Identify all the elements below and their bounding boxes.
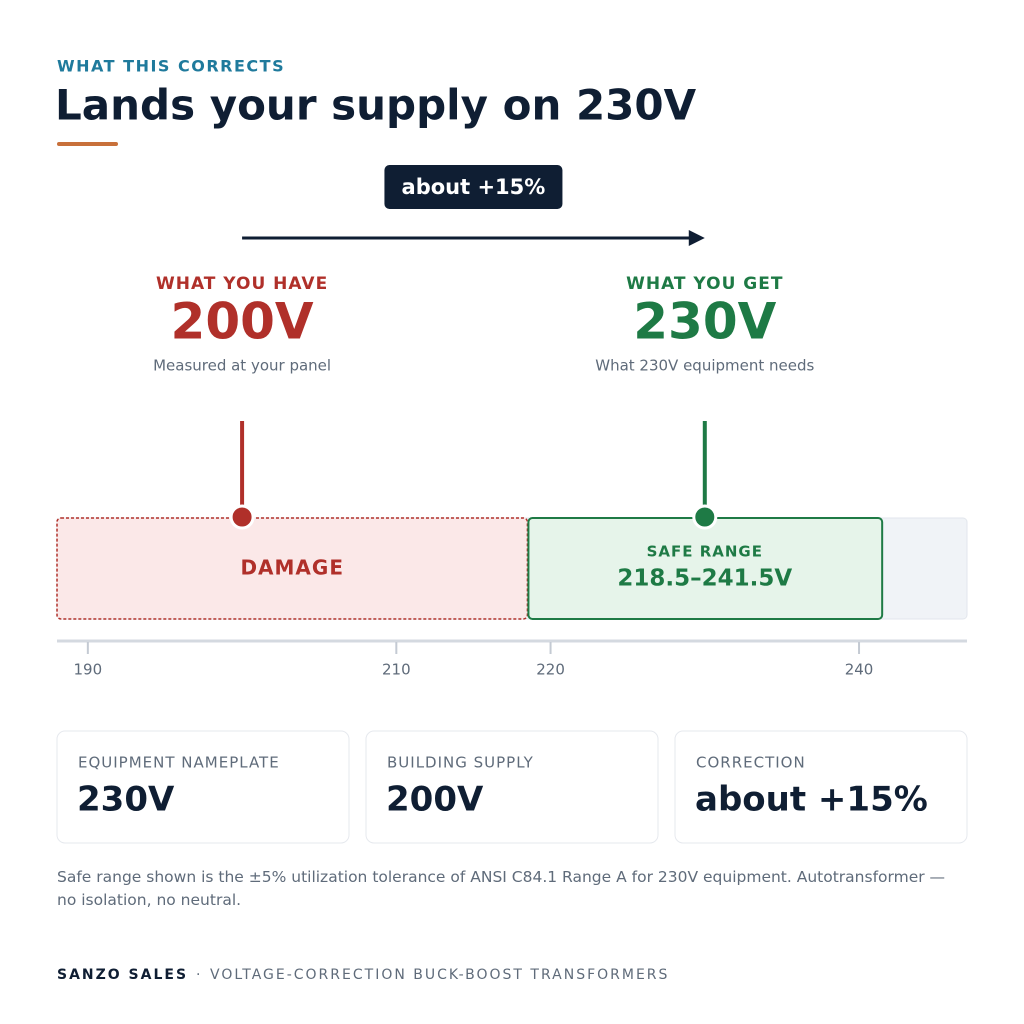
eyebrow: WHAT THIS CORRECTS <box>57 57 285 76</box>
have-caption: Measured at your panel <box>153 357 331 375</box>
get-caption: What 230V equipment needs <box>595 357 814 375</box>
change-badge-text: about +15% <box>402 175 546 199</box>
have-heading: WHAT YOU HAVE <box>156 274 328 294</box>
change-badge <box>384 165 563 209</box>
title-underline <box>57 142 118 146</box>
stat-card <box>56 730 350 844</box>
tick-label: 210 <box>382 661 411 679</box>
tick-label: 240 <box>845 661 874 679</box>
footnote: Safe range shown is the ±5% utilization … <box>57 868 946 909</box>
footer-separator: · <box>196 967 200 983</box>
tick-label: 220 <box>536 661 565 679</box>
damage-label: DAMAGE <box>240 556 344 580</box>
stat-value: about +15% <box>695 780 928 820</box>
get-heading: WHAT YOU GET <box>626 274 783 294</box>
safe-heading: SAFE RANGE <box>647 543 763 561</box>
stat-label: BUILDING SUPPLY <box>387 754 534 772</box>
stat-card <box>674 730 968 844</box>
have-value: 200V <box>171 293 314 351</box>
stat-label: EQUIPMENT NAMEPLATE <box>78 754 280 772</box>
get-marker <box>692 504 718 530</box>
title: Lands your supply on 230V <box>55 81 697 130</box>
footer-brand: SANZO SALES <box>57 967 188 983</box>
get-value: 230V <box>633 293 776 351</box>
stat-card <box>365 730 659 844</box>
stat-value: 200V <box>386 780 484 820</box>
footer-tagline: VOLTAGE-CORRECTION BUCK-BOOST TRANSFORME… <box>210 967 669 983</box>
tick-label: 190 <box>74 661 103 679</box>
stat-label: CORRECTION <box>696 754 806 772</box>
arrow-head <box>688 230 705 246</box>
have-marker <box>229 504 255 530</box>
safe-label: 218.5–241.5V <box>617 566 792 592</box>
stat-value: 230V <box>77 780 175 820</box>
